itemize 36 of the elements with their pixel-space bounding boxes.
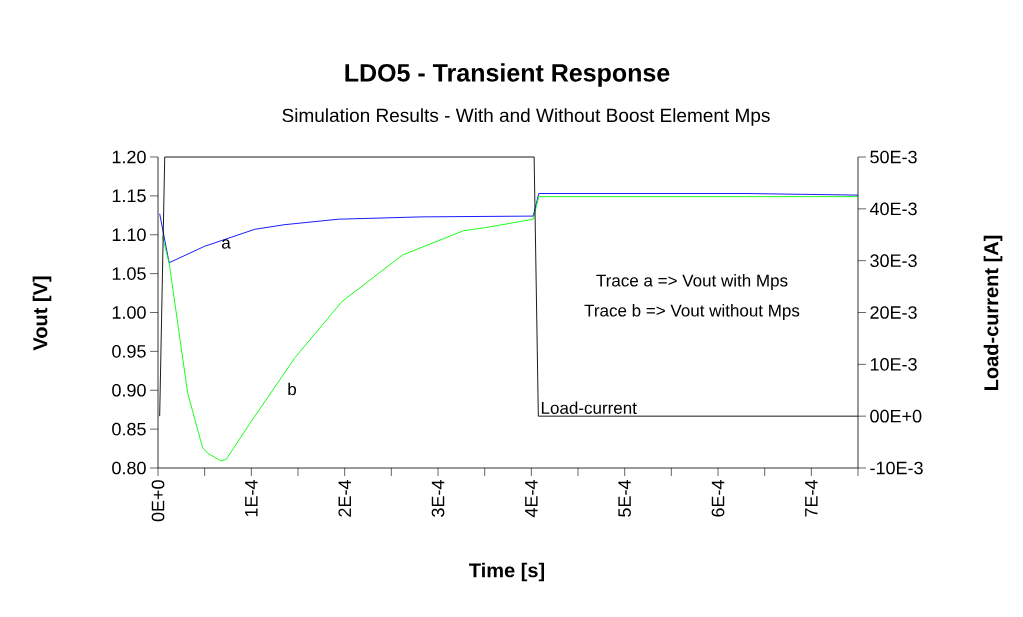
y2-axis-title: Load-current [A] [983,235,1003,390]
chart-subtitle: Simulation Results - With and Without Boost Element Mps [282,108,770,126]
y2-tick-label: -10E-3 [870,461,923,475]
annotation: b [288,382,297,396]
x-tick-label: 7E-4 [805,480,818,517]
y2-tick-label: 00E+0 [870,409,922,423]
x-tick-label: 4E-4 [525,480,538,518]
chart-title: LDO5 - Transient Response [345,63,670,87]
line-series [159,193,859,264]
y-tick-label: 0.95 [112,345,146,358]
y-tick-label: 1.05 [112,267,146,280]
series-label: Load-current [541,401,637,414]
y-tick-label: 0.85 [112,422,146,436]
x-tick-label: 3E-4 [431,480,445,517]
x-axis-title: Time [s] [469,562,545,582]
y-tick-label: 1.15 [112,189,146,203]
x-tick-label: 1E-4 [245,480,258,517]
x-tick-label: 2E-4 [338,480,351,517]
x-tick-label: 0E+0 [151,480,165,522]
x-tick-label: 5E-4 [618,480,631,517]
annotation: Trace b => Vout without Mps [584,304,800,320]
x-tick-label: 6E-4 [711,480,725,517]
y-tick-label: 0.80 [112,461,146,475]
y2-tick-label: 50E-3 [870,150,917,164]
y-tick-label: 1.00 [112,306,146,319]
y-tick-label: 1.20 [112,150,146,164]
y-axis-title: Vout [V] [32,276,52,351]
y-tick-label: 0.90 [112,383,146,397]
y2-tick-label: 20E-3 [870,306,917,319]
y2-tick-label: 30E-3 [870,254,917,268]
annotation: Trace a => Vout with Mps [596,274,788,290]
line-series [161,196,859,462]
y2-tick-label: 40E-3 [869,202,917,216]
y2-tick-label: 10E-3 [870,357,917,371]
annotation: a [221,239,231,249]
y-tick-label: 1.10 [112,228,146,242]
